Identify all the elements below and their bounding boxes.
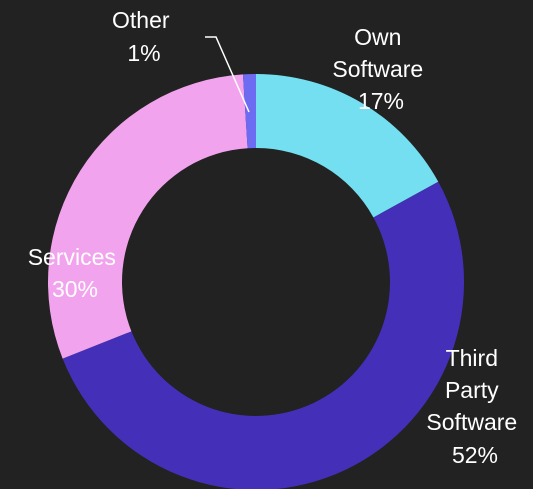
label-line: Software — [426, 409, 517, 435]
percent-label: 30% — [52, 276, 98, 302]
leader-line-other — [205, 36, 250, 113]
label-line: Other — [112, 7, 170, 33]
slice-label-own-software: Own Software 17% — [332, 24, 429, 114]
label-line: Party — [445, 377, 499, 403]
percent-label: 1% — [127, 40, 160, 66]
slice-other — [242, 74, 256, 149]
label-line: Software — [332, 56, 423, 82]
label-line: Own — [354, 24, 401, 50]
label-line: Services — [28, 244, 116, 270]
label-line: Third — [446, 345, 498, 371]
slices-group — [48, 74, 465, 489]
percent-label: 52% — [452, 442, 498, 468]
slice-third-party-software — [62, 181, 465, 489]
slice-label-other: Other 1% — [112, 7, 176, 66]
percent-label: 17% — [358, 88, 404, 114]
slice-services — [48, 74, 248, 359]
slice-label-third-party-software: Third Party Software 52% — [426, 345, 523, 468]
slice-own-software — [256, 74, 439, 218]
slice-label-services: Services 30% — [28, 244, 123, 302]
